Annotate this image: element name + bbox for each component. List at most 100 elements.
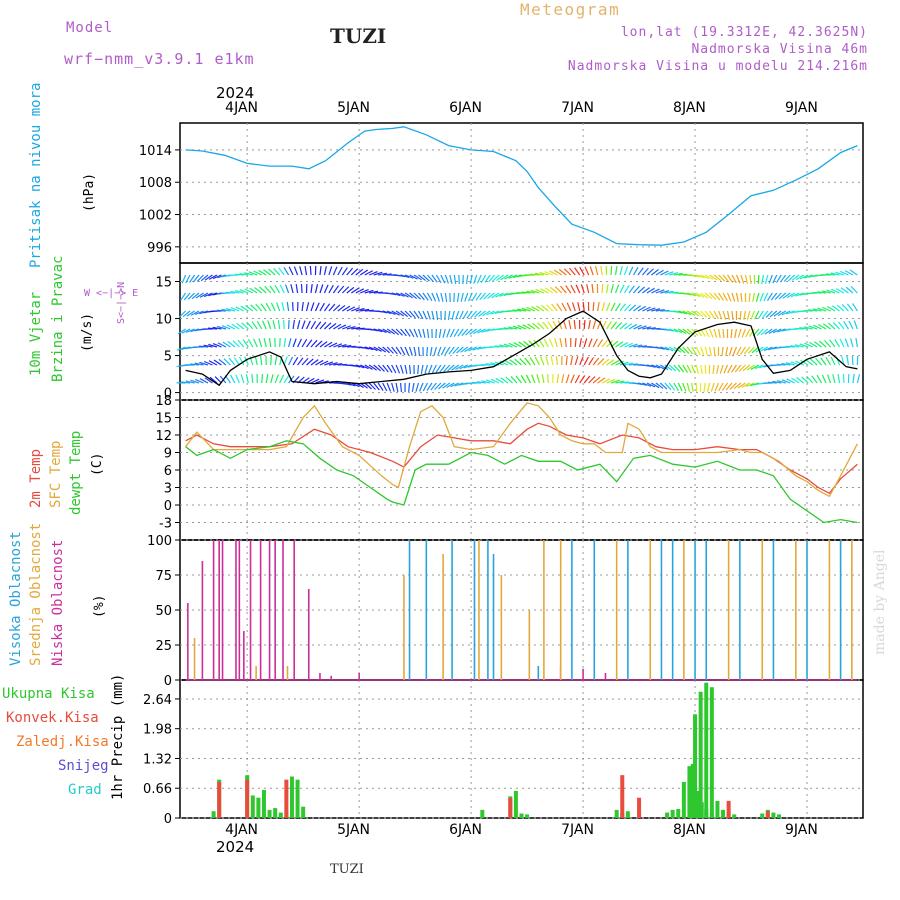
wind-barb xyxy=(542,321,549,330)
wind-barb xyxy=(754,310,760,320)
wind-barb xyxy=(772,328,782,334)
wind-barb xyxy=(850,286,858,294)
wind-barb xyxy=(820,357,827,366)
wind-barb xyxy=(478,310,487,317)
wind-barb xyxy=(563,268,572,276)
wind-barb xyxy=(213,359,222,366)
wind-barb xyxy=(301,320,306,330)
wind-barb xyxy=(831,305,840,312)
wind-barb xyxy=(852,374,855,384)
wind-barb xyxy=(669,328,679,333)
wind-barb xyxy=(623,266,629,276)
wind-barb xyxy=(731,310,734,321)
wind-barb xyxy=(292,338,297,348)
wind-barb xyxy=(664,364,673,371)
wind-barb xyxy=(351,364,361,368)
wind-barb xyxy=(704,274,714,280)
wind-barb xyxy=(769,310,778,318)
wind-barb xyxy=(395,364,401,374)
wind-barb xyxy=(830,272,840,276)
wind-barb xyxy=(709,346,712,356)
wind-barb xyxy=(541,304,549,312)
wind-barb xyxy=(355,288,365,294)
wind-barb xyxy=(235,374,240,384)
wind-barb xyxy=(824,339,831,348)
wind-barb xyxy=(619,341,629,348)
wind-barb xyxy=(481,328,491,333)
precip-total-bar xyxy=(687,777,692,818)
wind-barb xyxy=(485,363,495,366)
wind-barb xyxy=(803,326,813,330)
wind-barb xyxy=(242,339,249,348)
wind-barb xyxy=(799,343,809,348)
wind-barb xyxy=(818,323,827,330)
wind-barb xyxy=(413,346,417,356)
date-label: 6JAN xyxy=(449,822,482,838)
wind-barb xyxy=(277,320,281,330)
wind-barb xyxy=(801,376,809,384)
wind-barb xyxy=(451,310,455,320)
wind-barb xyxy=(268,337,272,348)
wind-barb xyxy=(822,306,831,312)
wind-barb xyxy=(633,324,642,330)
wind-barb xyxy=(306,377,315,384)
temp-ytick-label: 6 xyxy=(164,464,172,479)
wind-barb xyxy=(449,328,455,338)
wind-barb xyxy=(812,308,822,312)
wind-barb xyxy=(460,346,469,353)
wind-barb xyxy=(244,288,254,294)
wind-barb xyxy=(790,292,800,298)
wind-barb xyxy=(651,382,660,389)
precip-legend-item: Snijeg xyxy=(58,758,109,774)
wind-barb xyxy=(849,269,858,276)
wind-barb xyxy=(323,266,327,276)
wind-barb xyxy=(745,328,751,338)
wind-barb xyxy=(332,285,340,294)
wind-barb xyxy=(386,364,393,373)
wind-barb xyxy=(827,322,836,330)
wind-barb xyxy=(564,337,567,348)
wind-barb xyxy=(268,268,276,276)
wind-barb xyxy=(805,359,813,366)
wind-barb xyxy=(404,328,411,337)
wind-barb xyxy=(673,364,681,373)
wind-barb xyxy=(782,292,791,299)
wind-barb xyxy=(628,323,638,330)
wind-barb xyxy=(695,310,704,318)
wind-barb xyxy=(718,292,725,301)
wind-barb xyxy=(806,375,814,384)
wind-barb xyxy=(781,310,791,316)
wind-barb xyxy=(253,338,258,348)
wind-barb xyxy=(725,382,733,391)
wind-barb xyxy=(310,302,315,312)
wind-barb xyxy=(735,292,739,302)
wind-barb xyxy=(459,364,469,370)
wind-barb xyxy=(615,322,623,330)
wind-barb xyxy=(222,341,231,348)
wind-barb xyxy=(517,324,527,330)
wind-barb xyxy=(843,321,849,330)
wind-barb xyxy=(442,382,451,389)
wind-barb xyxy=(729,382,737,390)
wind-barb xyxy=(709,274,718,281)
wind-barb xyxy=(803,274,813,279)
wind-barb xyxy=(496,274,504,282)
cloud-ytick-label: 50 xyxy=(155,604,172,619)
wind-barb xyxy=(448,346,455,355)
wind-barb xyxy=(655,308,665,312)
temp-sfc-line xyxy=(185,402,858,498)
wind-barb xyxy=(274,356,278,366)
wind-barb xyxy=(470,310,478,319)
wind-barb xyxy=(296,320,301,330)
wind-barb xyxy=(404,292,413,299)
wind-barb xyxy=(632,266,639,276)
wind-barb xyxy=(826,289,836,294)
model-name: wrf−nmm_v3.9.1 e1km xyxy=(64,50,255,68)
wind-barb xyxy=(568,267,576,276)
wind-barb xyxy=(628,266,634,276)
wind-barb xyxy=(426,292,433,302)
wind-barb xyxy=(404,364,408,374)
wind-barb xyxy=(532,322,540,330)
precip-total-bar xyxy=(670,809,675,818)
wind-barb xyxy=(579,338,582,348)
